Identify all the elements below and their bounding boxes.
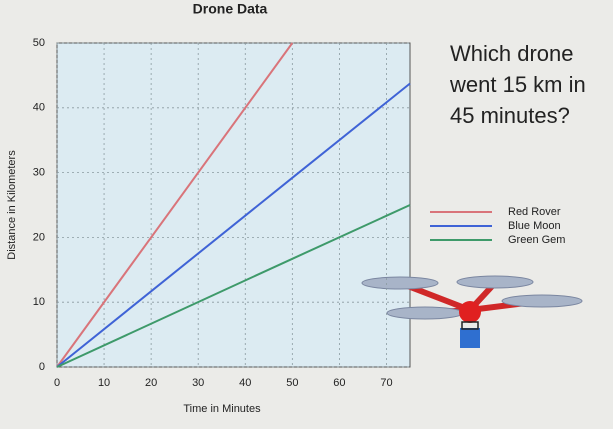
y-tick-label: 40 bbox=[33, 102, 45, 114]
x-tick-label: 10 bbox=[98, 377, 110, 389]
x-tick-label: 20 bbox=[145, 377, 157, 389]
legend-label: Green Gem bbox=[508, 234, 565, 246]
y-tick-label: 50 bbox=[33, 37, 45, 49]
legend-label: Blue Moon bbox=[508, 220, 561, 232]
legend-label: Red Rover bbox=[508, 206, 561, 218]
x-tick-label: 50 bbox=[286, 377, 298, 389]
x-tick-label: 0 bbox=[54, 377, 60, 389]
plot-area bbox=[56, 42, 411, 368]
series-line bbox=[56, 42, 294, 368]
chart-title: Drone Data bbox=[193, 1, 268, 17]
y-tick-label: 0 bbox=[39, 361, 45, 373]
annotation: went 15 km in bbox=[449, 72, 586, 97]
x-tick-label: 60 bbox=[333, 377, 345, 389]
x-tick-label: 70 bbox=[380, 377, 392, 389]
y-tick-label: 20 bbox=[33, 231, 45, 243]
series-line bbox=[56, 82, 411, 368]
y-tick-label: 30 bbox=[33, 167, 45, 179]
series-line bbox=[56, 204, 411, 368]
drone bbox=[361, 275, 583, 348]
x-tick-label: 40 bbox=[239, 377, 251, 389]
x-axis-label: Time in Minutes bbox=[183, 403, 261, 415]
annotation: 45 minutes? bbox=[450, 103, 570, 128]
x-tick-label: 30 bbox=[192, 377, 204, 389]
annotation: Which drone bbox=[450, 41, 574, 66]
y-axis-label: Distance in Kilometers bbox=[6, 150, 18, 260]
y-tick-label: 10 bbox=[33, 296, 45, 308]
